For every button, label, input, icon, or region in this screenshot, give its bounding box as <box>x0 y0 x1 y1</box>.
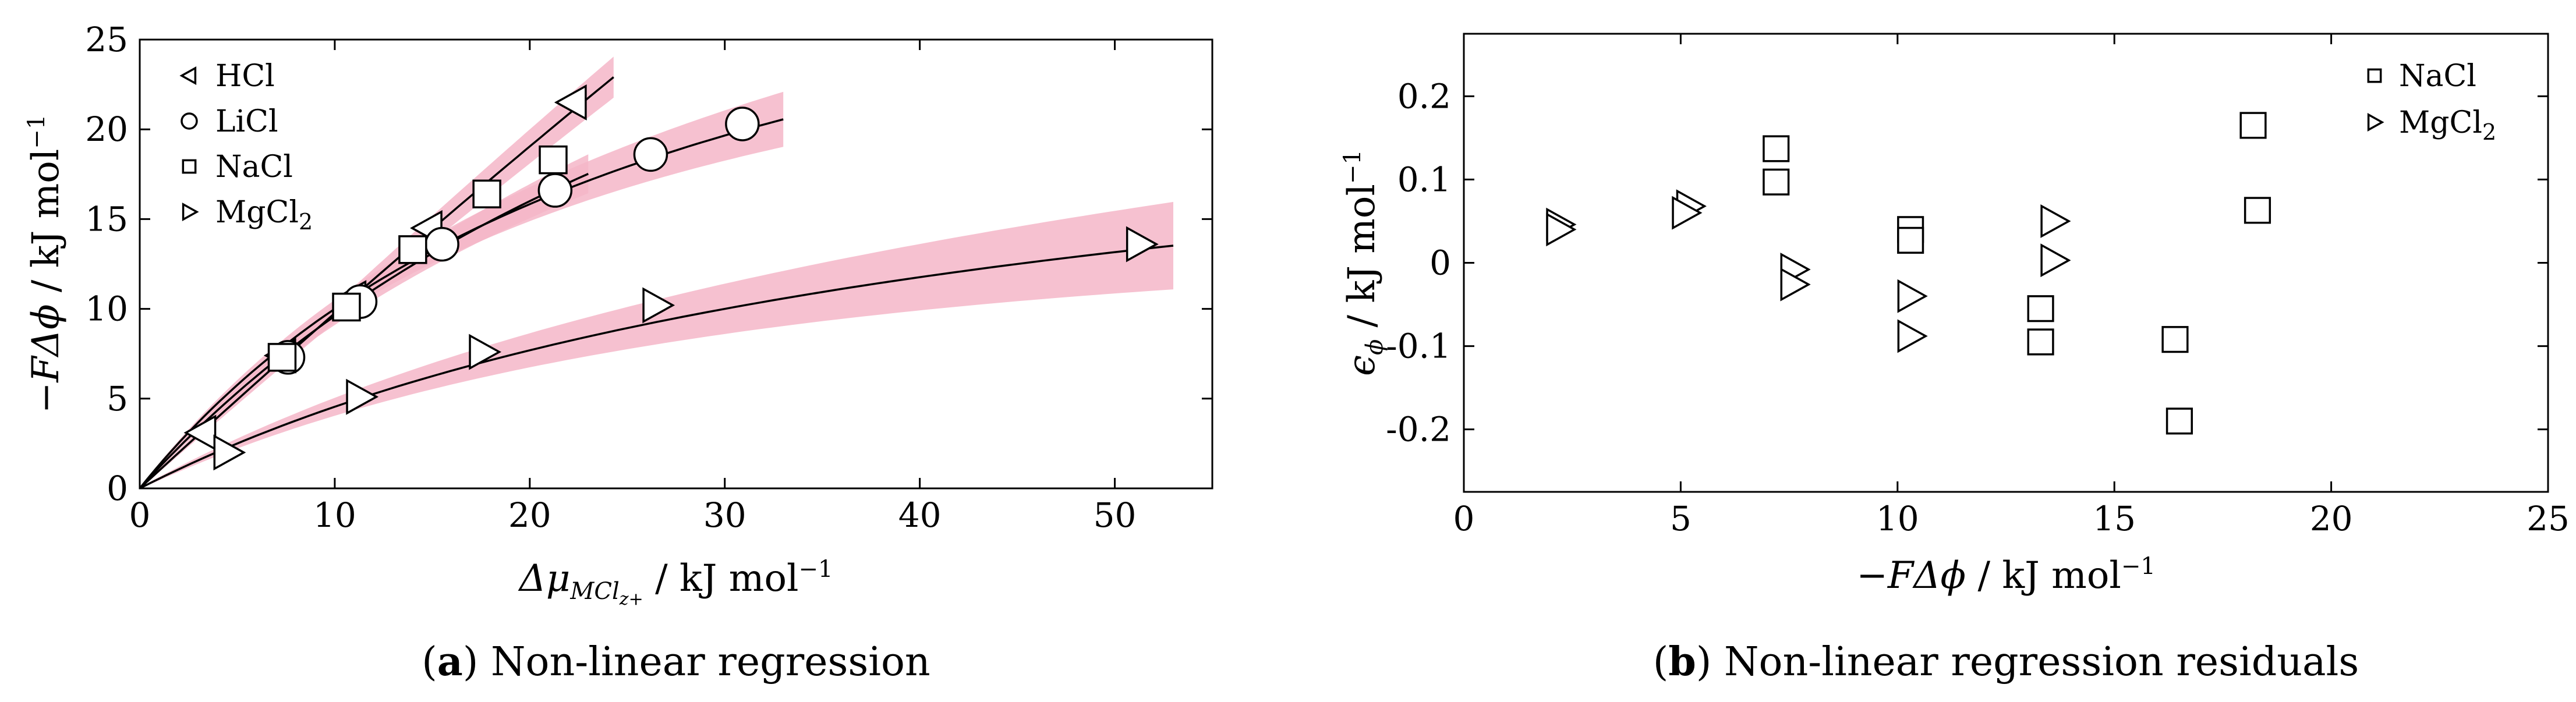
a-data-point <box>332 292 361 322</box>
b-data-point <box>2040 243 2071 278</box>
b-x-tick-label: 25 <box>2527 499 2570 538</box>
b-data-point <box>1897 279 1928 313</box>
a-y-axis-label: −FΔϕ / kJ mol−1 <box>23 115 68 414</box>
a-y-tick-label: 20 <box>85 109 128 149</box>
b-plot-frame <box>1463 33 2549 493</box>
a-legend-marker <box>179 66 197 85</box>
b-data-points <box>1546 112 2271 435</box>
b-data-point <box>2040 204 2071 238</box>
a-y-tick-label: 0 <box>107 469 128 508</box>
b-legend-marker <box>2367 113 2384 132</box>
a-data-point <box>183 414 217 451</box>
b-caption: (b) Non-linear regression residuals <box>1653 639 2359 685</box>
a-x-tick-label: 30 <box>703 495 746 535</box>
a-legend-label: NaCl <box>215 150 293 185</box>
a-confidence-band <box>140 154 589 489</box>
a-confidence-band <box>140 201 1173 488</box>
b-x-axis-label: −FΔϕ / kJ mol−1 <box>1856 553 2156 597</box>
a-data-point <box>267 343 297 372</box>
b-x-tick-label: 5 <box>1670 499 1692 538</box>
a-fit-curve <box>139 244 1174 490</box>
a-caption: (a) Non-linear regression <box>422 639 930 685</box>
b-legend-label: NaCl <box>2399 59 2476 94</box>
b-y-tick-label: -0.1 <box>1386 327 1451 366</box>
a-data-point <box>633 137 668 172</box>
a-legend-label: MgCl2 <box>215 195 313 235</box>
a-y-tick-label: 5 <box>107 379 128 419</box>
b-data-point <box>1672 196 1703 230</box>
a-legend-label: HCl <box>215 59 275 94</box>
a-data-point <box>539 145 568 175</box>
b-data-point <box>1897 226 1924 254</box>
b-x-tick-label: 20 <box>2310 499 2353 538</box>
b-legend-label: MgCl2 <box>2399 105 2496 145</box>
b-x-tick-label: 10 <box>1876 499 1919 538</box>
a-legend-marker <box>181 112 198 130</box>
a-fit-curve <box>139 76 614 490</box>
b-data-point <box>2161 326 2189 353</box>
a-x-tick-label: 0 <box>129 495 151 535</box>
a-y-tick-label: 10 <box>85 289 128 329</box>
b-y-tick-label: 0 <box>1429 243 1451 283</box>
a-confidence-band <box>140 91 784 488</box>
b-legend: NaCl MgCl2 <box>2367 59 2496 145</box>
a-data-point <box>725 107 760 141</box>
a-y-tick-label: 25 <box>85 20 128 59</box>
b-y-tick-label: 0.1 <box>1397 159 1451 199</box>
a-y-tick-label: 15 <box>85 199 128 239</box>
a-x-axis-label: ΔμMClz+ / kJ mol−1 <box>518 556 833 609</box>
a-data-point <box>537 173 573 208</box>
b-y-tick-label: -0.2 <box>1386 410 1451 449</box>
a-axis-ticks: 0 10 20 30 40 50 0 5 10 15 20 25 <box>85 20 1212 535</box>
a-fit-curve <box>139 118 784 490</box>
a-data-point <box>1126 226 1159 263</box>
a-data-point <box>469 334 502 370</box>
b-y-tick-label: 0.2 <box>1397 76 1451 116</box>
a-x-tick-label: 10 <box>313 495 356 535</box>
a-data-point <box>346 378 379 415</box>
b-data-point <box>2027 328 2054 356</box>
b-x-tick-label: 15 <box>2093 499 2136 538</box>
b-y-axis-label: ϵϕ / kJ mol−1 <box>1339 150 1388 376</box>
b-data-point <box>1546 212 1577 247</box>
b-data-point <box>1780 267 1811 302</box>
b-x-tick-label: 0 <box>1453 499 1475 538</box>
b-axis-ticks: 0 5 10 15 20 25 -0.2 -0.1 0 0.1 0.2 <box>1386 34 2570 538</box>
b-data-point <box>1763 168 1790 196</box>
b-data-point <box>2027 295 2054 322</box>
b-data-point <box>1897 319 1928 353</box>
a-x-tick-label: 50 <box>1094 495 1137 535</box>
b-data-point <box>2165 407 2193 435</box>
a-data-points <box>183 84 1159 471</box>
a-data-point <box>398 235 427 264</box>
a-data-point <box>554 84 587 120</box>
b-data-point <box>2239 112 2267 139</box>
panel-b-residuals: 0 5 10 15 20 25 -0.2 -0.1 0 0.1 0.2 NaCl MgCl2 −FΔϕ… <box>1339 33 2570 685</box>
a-legend: HCl LiCl NaCl MgCl2 <box>179 59 313 235</box>
a-legend-marker <box>182 159 197 174</box>
a-confidence-bands <box>140 56 1173 489</box>
panel-a-nonlinear-regression: 0 10 20 30 40 50 0 5 10 15 20 25 HCl LiCl NaCl MgCl2 Δ… <box>23 20 1213 685</box>
b-data-point <box>1763 135 1790 162</box>
b-data-point <box>2244 197 2271 224</box>
a-plot-frame <box>139 38 1213 490</box>
a-data-point <box>472 179 501 208</box>
a-x-tick-label: 20 <box>508 495 551 535</box>
a-legend-label: LiCl <box>215 104 278 139</box>
a-data-point <box>213 434 246 471</box>
a-data-point <box>424 226 459 262</box>
a-legend-marker <box>182 203 199 221</box>
a-x-tick-label: 40 <box>898 495 942 535</box>
a-data-point <box>642 287 675 324</box>
b-legend-marker <box>2367 68 2382 83</box>
